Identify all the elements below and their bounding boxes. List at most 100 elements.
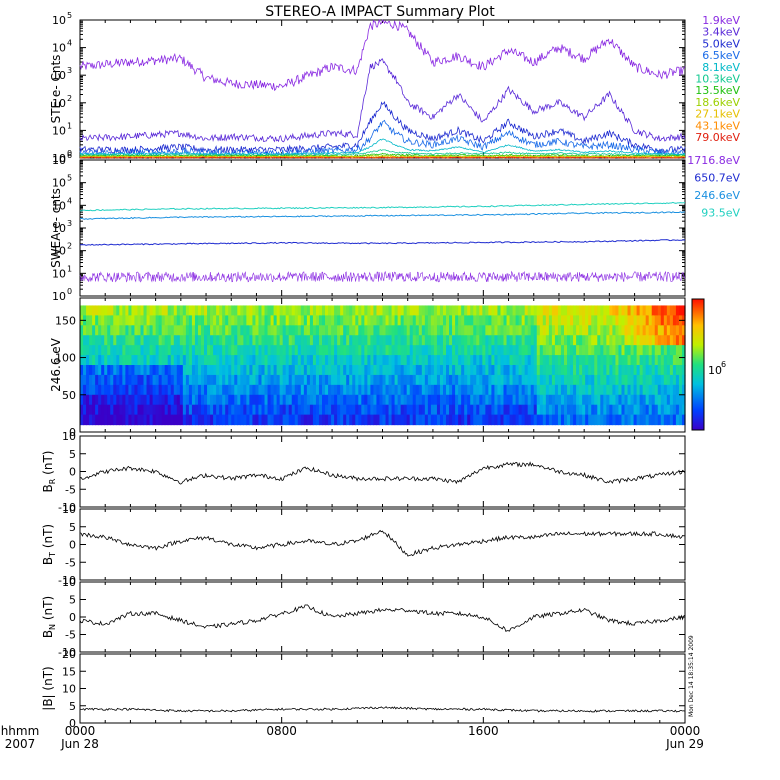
- pad-cell: [458, 365, 462, 376]
- pad-cell: [391, 325, 396, 336]
- pad-cell: [458, 394, 462, 406]
- pad-cell: [137, 374, 142, 386]
- pad-cell: [95, 355, 99, 366]
- pad-cell: [104, 374, 108, 386]
- pad-cell: [615, 384, 620, 396]
- pad-cell: [155, 355, 160, 366]
- pad-cell: [509, 414, 514, 426]
- pad-cell: [588, 305, 592, 316]
- pad-cell: [86, 414, 90, 426]
- pad-cell: [400, 315, 405, 326]
- pad-cell: [570, 335, 574, 346]
- pad-cell: [80, 394, 84, 406]
- pad-cell: [237, 394, 241, 406]
- pad-cell: [322, 414, 326, 426]
- pad-cell: [443, 335, 447, 346]
- pad-cell: [355, 384, 359, 396]
- pad-cell: [476, 345, 480, 356]
- pad-cell: [654, 335, 659, 346]
- pad-cell: [461, 404, 465, 416]
- pad-cell: [92, 345, 96, 356]
- pad-cell: [182, 355, 187, 366]
- pad-cell: [125, 335, 129, 346]
- pad-cell: [176, 305, 181, 316]
- pad-cell: [657, 305, 662, 316]
- pad-cell: [222, 404, 226, 416]
- pad-cell: [536, 345, 541, 356]
- pad-cell: [582, 355, 586, 366]
- pad-cell: [524, 404, 529, 416]
- swea-ytick-exp: 0: [67, 287, 72, 296]
- pad-ytick-label: 50: [62, 389, 76, 402]
- pad-cell: [488, 365, 492, 376]
- pad-cell: [358, 335, 362, 346]
- pad-cell: [204, 365, 208, 376]
- pad-cell: [391, 345, 396, 356]
- pad-cell: [352, 355, 356, 366]
- pad-cell: [312, 365, 317, 376]
- pad-cell: [131, 384, 136, 396]
- pad-cell: [140, 305, 145, 316]
- pad-cell: [421, 404, 426, 416]
- pad-cell: [588, 335, 592, 346]
- pad-cell: [337, 365, 341, 376]
- pad-cell: [358, 384, 362, 396]
- pad-cell: [681, 365, 686, 376]
- pad-cell: [509, 325, 514, 336]
- pad-cell: [654, 374, 659, 386]
- pad-cell: [485, 394, 489, 406]
- pad-cell: [285, 345, 290, 356]
- pad-cell: [364, 305, 368, 316]
- pad-cell: [252, 384, 257, 396]
- pad-cell: [576, 414, 580, 426]
- pad-cell: [651, 355, 656, 366]
- pad-cell: [618, 315, 623, 326]
- pad-cell: [361, 365, 365, 376]
- pad-cell: [539, 365, 544, 376]
- pad-cell: [482, 374, 486, 386]
- pad-cell: [119, 345, 123, 356]
- pad-cell: [488, 414, 492, 426]
- pad-cell: [152, 374, 157, 386]
- pad-cell: [315, 355, 320, 366]
- pad-cell: [373, 325, 378, 336]
- pad-cell: [400, 394, 405, 406]
- pad-cell: [279, 315, 284, 326]
- pad-cell: [624, 374, 629, 386]
- pad-cell: [391, 335, 396, 346]
- swea-ytick-exp: 4: [67, 196, 72, 205]
- pad-cell: [391, 394, 396, 406]
- pad-cell: [83, 414, 87, 426]
- ste-frame: [79, 19, 686, 159]
- pad-cell: [406, 394, 411, 406]
- pad-cell: [246, 404, 250, 416]
- pad-cell: [530, 414, 535, 426]
- pad-cell: [300, 394, 305, 406]
- pad-cell: [325, 394, 329, 406]
- pad-cell: [458, 384, 462, 396]
- pad-cell: [282, 345, 287, 356]
- pad-cell: [149, 374, 154, 386]
- pad-cell: [573, 414, 577, 426]
- pad-cell: [570, 374, 574, 386]
- pad-cell: [573, 325, 577, 336]
- pad-cell: [621, 345, 626, 356]
- pad-cell: [101, 315, 105, 326]
- pad-cell: [92, 355, 96, 366]
- pad-cell: [83, 335, 87, 346]
- swea-ytick-exp: 6: [67, 151, 72, 160]
- pad-cell: [167, 394, 172, 406]
- pad-cell: [443, 355, 447, 366]
- pad-cell: [328, 394, 332, 406]
- pad-cell: [164, 374, 169, 386]
- pad-cell: [394, 374, 399, 386]
- pad-cell: [246, 335, 250, 346]
- pad-cell: [216, 305, 220, 316]
- pad-cell: [433, 394, 438, 406]
- pad-cell: [400, 325, 405, 336]
- pad-cell: [518, 365, 523, 376]
- pad-cell: [309, 355, 314, 366]
- ste-series-line: [79, 18, 686, 92]
- pad-cell: [554, 335, 559, 346]
- pad-cell: [158, 374, 163, 386]
